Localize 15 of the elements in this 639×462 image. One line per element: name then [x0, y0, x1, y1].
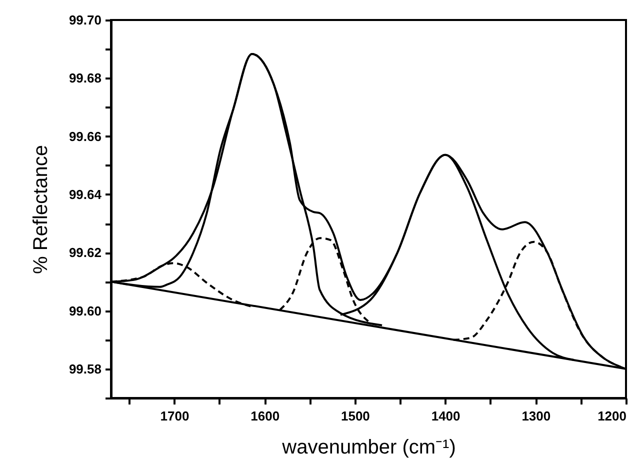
y-tick-label: 99.60 [68, 303, 102, 318]
x-tick-label: 1600 [250, 408, 280, 424]
y-tick-label: 99.68 [68, 70, 102, 86]
y-axis-title: % Reflectance [30, 145, 52, 274]
x-tick-label: 1400 [431, 408, 460, 424]
x-tick-label: 1500 [340, 408, 370, 424]
x-tick-label: 1200 [598, 408, 626, 424]
y-tick-label: 99.62 [68, 245, 102, 260]
y-tick-label: 99.66 [68, 128, 102, 144]
y-tick-label: 99.64 [68, 186, 102, 202]
x-axis-title: wavenumber (cm⁻¹) [281, 436, 456, 458]
x-tick-label: 1300 [522, 408, 551, 424]
y-tick-label: 99.58 [68, 361, 102, 376]
y-tick-label: 99.70 [68, 12, 102, 28]
x-tick-label: 1700 [160, 408, 190, 424]
